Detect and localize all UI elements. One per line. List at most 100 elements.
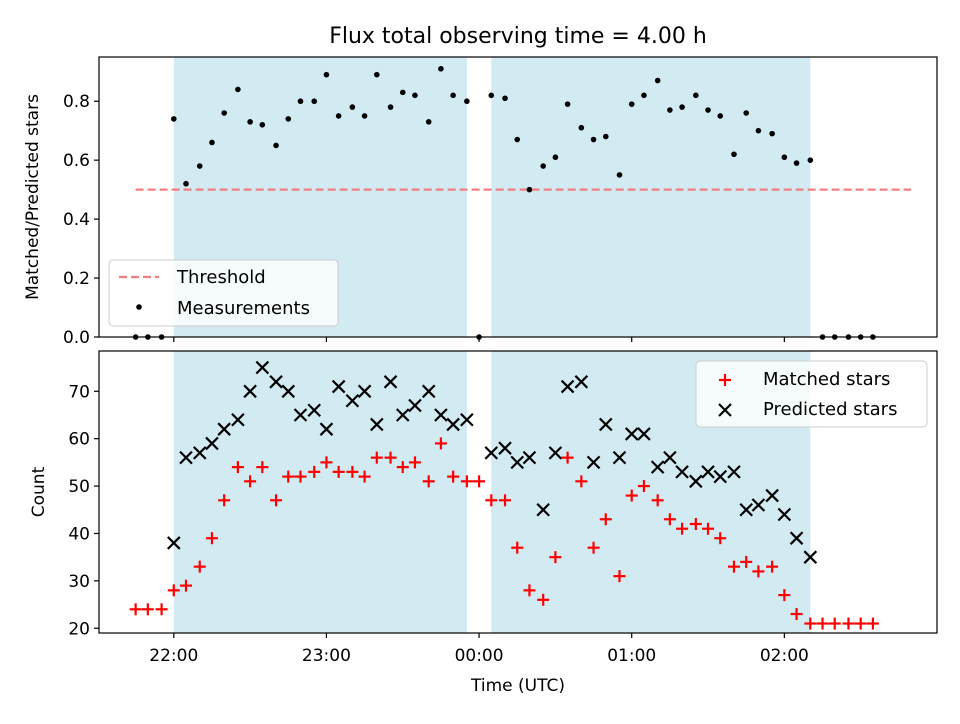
top-legend: Threshold Measurements bbox=[108, 259, 339, 327]
matched-star-marker bbox=[599, 513, 612, 526]
predicted-star-marker bbox=[421, 384, 436, 399]
predicted-star-marker bbox=[510, 455, 525, 470]
predicted-star-marker bbox=[293, 408, 308, 422]
measurement-point bbox=[781, 154, 788, 161]
matched-star-marker bbox=[384, 451, 397, 464]
bottom-legend-box bbox=[695, 360, 928, 428]
predicted-star-marker bbox=[167, 536, 181, 550]
predicted-star-marker bbox=[522, 450, 537, 465]
matched-star-marker bbox=[308, 465, 321, 478]
matched-star-marker bbox=[270, 494, 283, 507]
matched-star-marker bbox=[129, 603, 142, 616]
measurement-point bbox=[170, 116, 177, 122]
top-y-tick-label: 0.4 bbox=[63, 210, 90, 230]
matched-star-marker bbox=[294, 470, 307, 483]
measurement-point bbox=[259, 121, 266, 128]
x-tick-label: 00:00 bbox=[455, 646, 504, 666]
legend-predicted-label: Predicted stars bbox=[763, 399, 897, 420]
matched-star-marker bbox=[613, 570, 626, 583]
measurement-point bbox=[450, 92, 456, 99]
measurement-point bbox=[526, 186, 533, 193]
top-axes-frame bbox=[98, 56, 938, 338]
matched-star-marker bbox=[218, 494, 231, 507]
matched-star-marker bbox=[816, 617, 829, 630]
measurement-point bbox=[335, 113, 342, 119]
measurement-point bbox=[399, 89, 406, 96]
legend-measurements-label: Measurements bbox=[177, 298, 310, 319]
predicted-star-marker bbox=[675, 465, 689, 479]
matched-star-marker bbox=[485, 494, 498, 507]
predicted-star-marker bbox=[560, 379, 575, 394]
matched-star-marker bbox=[651, 494, 664, 507]
measurement-point bbox=[438, 65, 444, 72]
top-y-tick-label: 0.0 bbox=[63, 328, 90, 348]
matched-star-marker bbox=[370, 451, 383, 464]
matched-star-marker bbox=[790, 608, 803, 621]
predicted-star-marker bbox=[548, 446, 563, 460]
top-y-tick-label: 0.2 bbox=[63, 269, 90, 289]
matched-star-marker bbox=[499, 494, 512, 507]
measurement-point bbox=[641, 92, 647, 99]
measurement-point bbox=[590, 136, 597, 143]
predicted-star-marker bbox=[269, 375, 283, 389]
matched-star-marker bbox=[511, 541, 524, 554]
predicted-star-marker bbox=[255, 360, 270, 375]
predicted-star-marker bbox=[612, 450, 627, 465]
measurement-point bbox=[602, 133, 609, 140]
measurement-point bbox=[425, 119, 432, 125]
predicted-star-marker bbox=[713, 469, 728, 484]
top-y-tick-label: 0.8 bbox=[63, 92, 90, 112]
matched-star-marker bbox=[205, 532, 218, 545]
matched-star-marker bbox=[256, 461, 269, 474]
matched-star-marker bbox=[766, 560, 779, 573]
top-ylabel: Matched/Predicted stars bbox=[23, 94, 43, 300]
measurement-point bbox=[705, 107, 711, 113]
predicted-star-marker bbox=[192, 446, 207, 460]
bottom-legend: Matched stars Predicted stars bbox=[695, 360, 928, 428]
predicted-star-marker bbox=[586, 455, 601, 470]
measurement-point bbox=[221, 110, 227, 116]
matched-star-marker bbox=[244, 475, 257, 488]
matched-star-marker bbox=[842, 617, 855, 630]
matched-star-marker bbox=[180, 579, 193, 592]
predicted-star-marker bbox=[243, 384, 257, 399]
predicted-star-marker bbox=[217, 422, 231, 436]
bottom-y-tick-label: 70 bbox=[68, 382, 90, 402]
bottom-axes-frame bbox=[98, 350, 938, 634]
predicted-star-marker bbox=[701, 465, 715, 479]
predicted-star-marker bbox=[484, 446, 499, 460]
matched-star-marker bbox=[447, 470, 460, 483]
matched-star-marker bbox=[689, 517, 702, 530]
predicted-star-marker bbox=[370, 417, 384, 432]
predicted-star-marker bbox=[574, 375, 589, 389]
measurement-point bbox=[654, 77, 661, 84]
measurement-point bbox=[502, 95, 508, 102]
predicted-star-marker bbox=[598, 417, 613, 432]
predicted-star-marker bbox=[205, 436, 219, 451]
matched-star-marker bbox=[231, 461, 244, 474]
matched-star-marker bbox=[155, 603, 168, 616]
measurement-point bbox=[667, 107, 673, 113]
measurement-point bbox=[311, 98, 318, 105]
legend-matched-label: Matched stars bbox=[763, 369, 890, 390]
measurement-point bbox=[743, 110, 749, 116]
matched-star-marker bbox=[422, 475, 435, 488]
predicted-star-marker bbox=[789, 531, 804, 545]
matched-star-marker bbox=[804, 617, 817, 630]
matched-star-marker bbox=[714, 532, 727, 545]
x-tick-label: 01:00 bbox=[607, 646, 656, 666]
legend-matched-swatch bbox=[719, 374, 731, 386]
predicted-star-marker bbox=[777, 507, 792, 522]
measurement-point bbox=[564, 101, 571, 107]
measurement-point bbox=[285, 116, 292, 122]
bottom-ylabel: Count bbox=[29, 466, 49, 517]
predicted-star-marker bbox=[231, 412, 245, 427]
matched-star-marker bbox=[193, 560, 206, 573]
bottom-y-tick-label: 60 bbox=[68, 430, 90, 450]
measurement-point bbox=[755, 127, 762, 134]
measurement-point bbox=[196, 163, 203, 169]
top-legend-box bbox=[108, 259, 339, 327]
matched-star-marker bbox=[523, 584, 536, 597]
matched-star-marker bbox=[408, 456, 421, 469]
